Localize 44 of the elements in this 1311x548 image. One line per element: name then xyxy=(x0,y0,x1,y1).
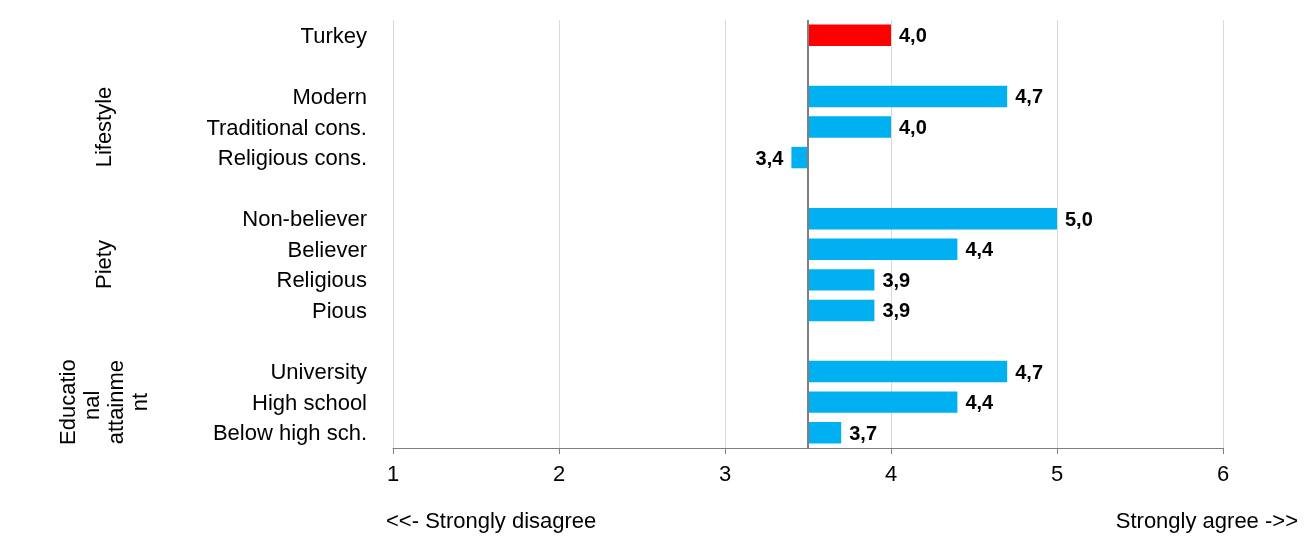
x-tick-label: 4 xyxy=(884,460,898,486)
data-label: 3,7 xyxy=(849,421,878,444)
x-tick-label: 3 xyxy=(718,460,732,486)
bar xyxy=(808,299,875,322)
bar xyxy=(808,116,891,138)
y-tick-label: Believer xyxy=(287,236,367,262)
y-tick-label: Religious xyxy=(276,267,367,293)
data-label: 4,7 xyxy=(1015,360,1044,383)
x-tick-label: 2 xyxy=(552,460,566,486)
x-tick-label: 6 xyxy=(1216,460,1230,486)
data-label: 3,9 xyxy=(882,268,911,291)
y-tick-label: Modern xyxy=(292,83,367,109)
y-tick-label: Pious xyxy=(311,297,367,323)
y-tick-label: Religious cons. xyxy=(217,145,367,171)
data-label: 4,7 xyxy=(1015,85,1044,108)
y-tick-label: Turkey xyxy=(300,22,367,48)
bar xyxy=(808,85,1008,108)
bar xyxy=(808,208,1057,230)
text: <<- Strongly disagree xyxy=(386,507,597,533)
data-label: 4,0 xyxy=(899,24,927,47)
x-tick-label: 1 xyxy=(386,460,400,486)
y-tick-label: University xyxy=(270,359,367,385)
data-label: 4,0 xyxy=(899,116,927,138)
y-tick-label: Traditional cons. xyxy=(206,114,367,140)
bar xyxy=(808,360,1008,383)
data-label: 4,4 xyxy=(965,391,995,414)
bar xyxy=(791,146,808,169)
bar xyxy=(808,24,891,46)
bar xyxy=(808,422,842,444)
data-label: 3,4 xyxy=(755,146,785,169)
bar xyxy=(808,238,958,260)
data-label: 3,9 xyxy=(882,299,911,322)
data-label: 5,0 xyxy=(1065,207,1093,230)
bar xyxy=(808,391,958,413)
text: Educational attainment xyxy=(54,359,152,445)
y-tick-label: Below high sch. xyxy=(212,420,367,446)
text: Piety xyxy=(90,240,116,290)
bar xyxy=(808,269,875,291)
text: Lifestyle xyxy=(90,86,116,168)
y-tick-label: High school xyxy=(252,389,367,415)
x-tick-label: 5 xyxy=(1050,460,1064,486)
y-tick-label: Non-believer xyxy=(242,206,367,232)
data-label: 4,4 xyxy=(965,238,995,261)
text: Strongly agree ->> xyxy=(1115,507,1298,533)
